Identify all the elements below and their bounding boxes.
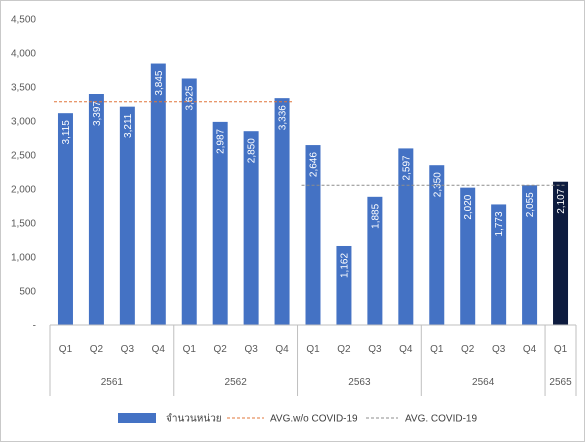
y-tick-label: 3,500 bbox=[11, 83, 36, 94]
year-label: 2562 bbox=[225, 377, 248, 388]
y-tick-label: 500 bbox=[19, 287, 36, 298]
quarter-label: Q4 bbox=[275, 344, 289, 355]
reference-lines bbox=[54, 101, 565, 186]
quarter-label: Q1 bbox=[430, 344, 444, 355]
bar-value-label: 2,597 bbox=[401, 155, 412, 180]
bar-value-label: 3,397 bbox=[92, 101, 103, 126]
bar bbox=[336, 245, 352, 325]
bar bbox=[274, 98, 290, 325]
year-label: 2563 bbox=[348, 377, 371, 388]
bar-value-label: 2,850 bbox=[247, 138, 258, 163]
bar bbox=[460, 187, 476, 325]
y-tick-label: 4,500 bbox=[11, 15, 36, 26]
bar bbox=[522, 185, 538, 325]
legend-label-avg-without-covid: AVG.w/o COVID-19 bbox=[270, 414, 358, 425]
quarter-label: Q1 bbox=[554, 344, 568, 355]
bar-value-label: 3,845 bbox=[154, 70, 165, 95]
bar bbox=[181, 78, 197, 325]
bar-value-label: 1,885 bbox=[370, 203, 381, 228]
year-label: 2561 bbox=[101, 377, 124, 388]
quarter-label: Q3 bbox=[121, 344, 135, 355]
year-label: 2565 bbox=[549, 377, 572, 388]
bar-value-label: 2,107 bbox=[556, 188, 567, 213]
y-tick-label: 3,000 bbox=[11, 117, 36, 128]
quarter-label: Q4 bbox=[152, 344, 166, 355]
bar-value-label: 3,115 bbox=[61, 120, 72, 145]
quarter-label: Q1 bbox=[59, 344, 73, 355]
bar-value-label: 2,020 bbox=[463, 194, 474, 219]
legend-label-units: จำนวนหน่วย bbox=[166, 414, 222, 425]
quarter-label: Q1 bbox=[183, 344, 197, 355]
legend: จำนวนหน่วย AVG.w/o COVID-19 AVG. COVID-19 bbox=[118, 413, 477, 425]
y-tick-label: 4,000 bbox=[11, 49, 36, 60]
quarter-label: Q2 bbox=[90, 344, 104, 355]
y-tick-label: - bbox=[33, 321, 36, 332]
y-tick-label: 2,500 bbox=[11, 151, 36, 162]
bar-value-label: 1,773 bbox=[494, 211, 505, 236]
quarter-label: Q3 bbox=[368, 344, 382, 355]
quarter-label: Q4 bbox=[399, 344, 413, 355]
bar bbox=[367, 196, 383, 325]
legend-label-avg-covid: AVG. COVID-19 bbox=[405, 414, 477, 425]
y-tick-label: 1,000 bbox=[11, 253, 36, 264]
bar bbox=[429, 165, 445, 325]
bar bbox=[212, 121, 228, 325]
bar-value-label: 1,162 bbox=[339, 253, 350, 278]
quarter-label: Q2 bbox=[214, 344, 228, 355]
quarter-label: Q2 bbox=[461, 344, 475, 355]
quarter-label: Q1 bbox=[306, 344, 320, 355]
bar bbox=[398, 148, 414, 325]
bar bbox=[553, 181, 569, 325]
bar-value-label: 2,987 bbox=[216, 128, 227, 153]
legend-swatch-units bbox=[118, 413, 156, 423]
y-tick-label: 1,500 bbox=[11, 219, 36, 230]
quarter-label: Q3 bbox=[244, 344, 258, 355]
bar-value-label: 2,646 bbox=[309, 152, 320, 177]
bar bbox=[243, 131, 259, 325]
y-axis: - 500 1,000 1,500 2,000 2,500 3,000 3,500 4,000 4… bbox=[11, 15, 36, 332]
bar-value-label: 3,211 bbox=[123, 113, 134, 138]
x-axis: Q1 Q2 Q3 Q4 Q1 Q2 Q3 Q4 Q1 Q2 Q3 Q4 Q1 Q2 Q3 Q4 Q1 2561 25… bbox=[49, 324, 577, 396]
bar bbox=[305, 145, 321, 325]
quarter-label: Q3 bbox=[492, 344, 506, 355]
bar bbox=[88, 94, 104, 325]
bar bbox=[119, 106, 135, 325]
quarter-label: Q2 bbox=[337, 344, 351, 355]
year-label: 2564 bbox=[472, 377, 495, 388]
bar-value-label: 3,625 bbox=[185, 85, 196, 110]
bar-series: 3,115 3,397 3,211 3,845 3,625 2,987 2,850 3,336… bbox=[57, 63, 569, 326]
bar-value-label: 2,350 bbox=[432, 172, 443, 197]
quarter-label: Q4 bbox=[523, 344, 537, 355]
bar bbox=[491, 204, 507, 325]
bar bbox=[57, 113, 73, 326]
bar-value-label: 3,336 bbox=[278, 105, 289, 130]
bar-value-label: 2,055 bbox=[525, 192, 536, 217]
bar bbox=[150, 63, 166, 325]
y-tick-label: 2,000 bbox=[11, 185, 36, 196]
